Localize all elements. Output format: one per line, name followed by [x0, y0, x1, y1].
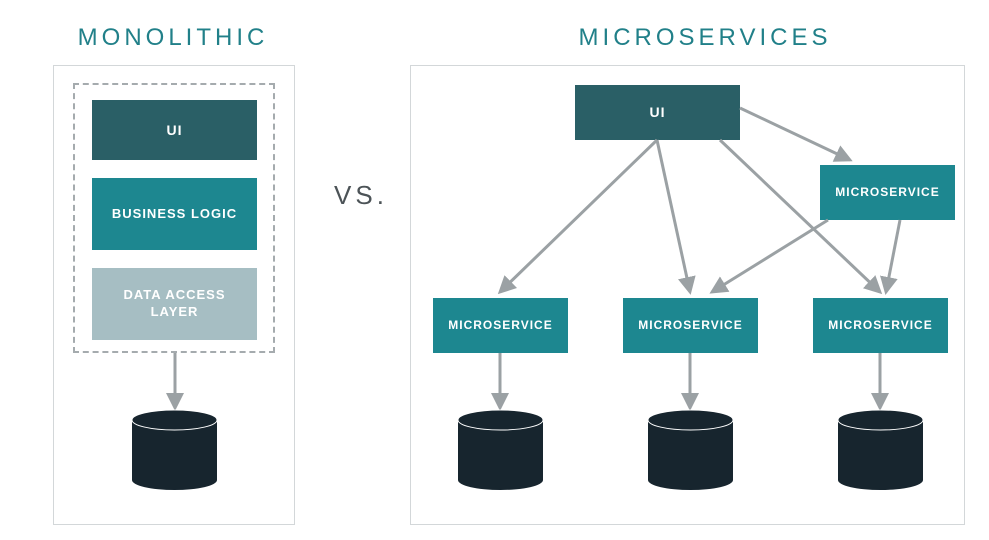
diagram-canvas: MONOLITHIC MICROSERVICES VS. UI BUSINESS… — [20, 20, 969, 518]
db-c-icon — [836, 408, 925, 492]
db-mono-icon — [130, 408, 219, 492]
db-b-icon — [646, 408, 735, 492]
db-a-icon — [456, 408, 545, 492]
